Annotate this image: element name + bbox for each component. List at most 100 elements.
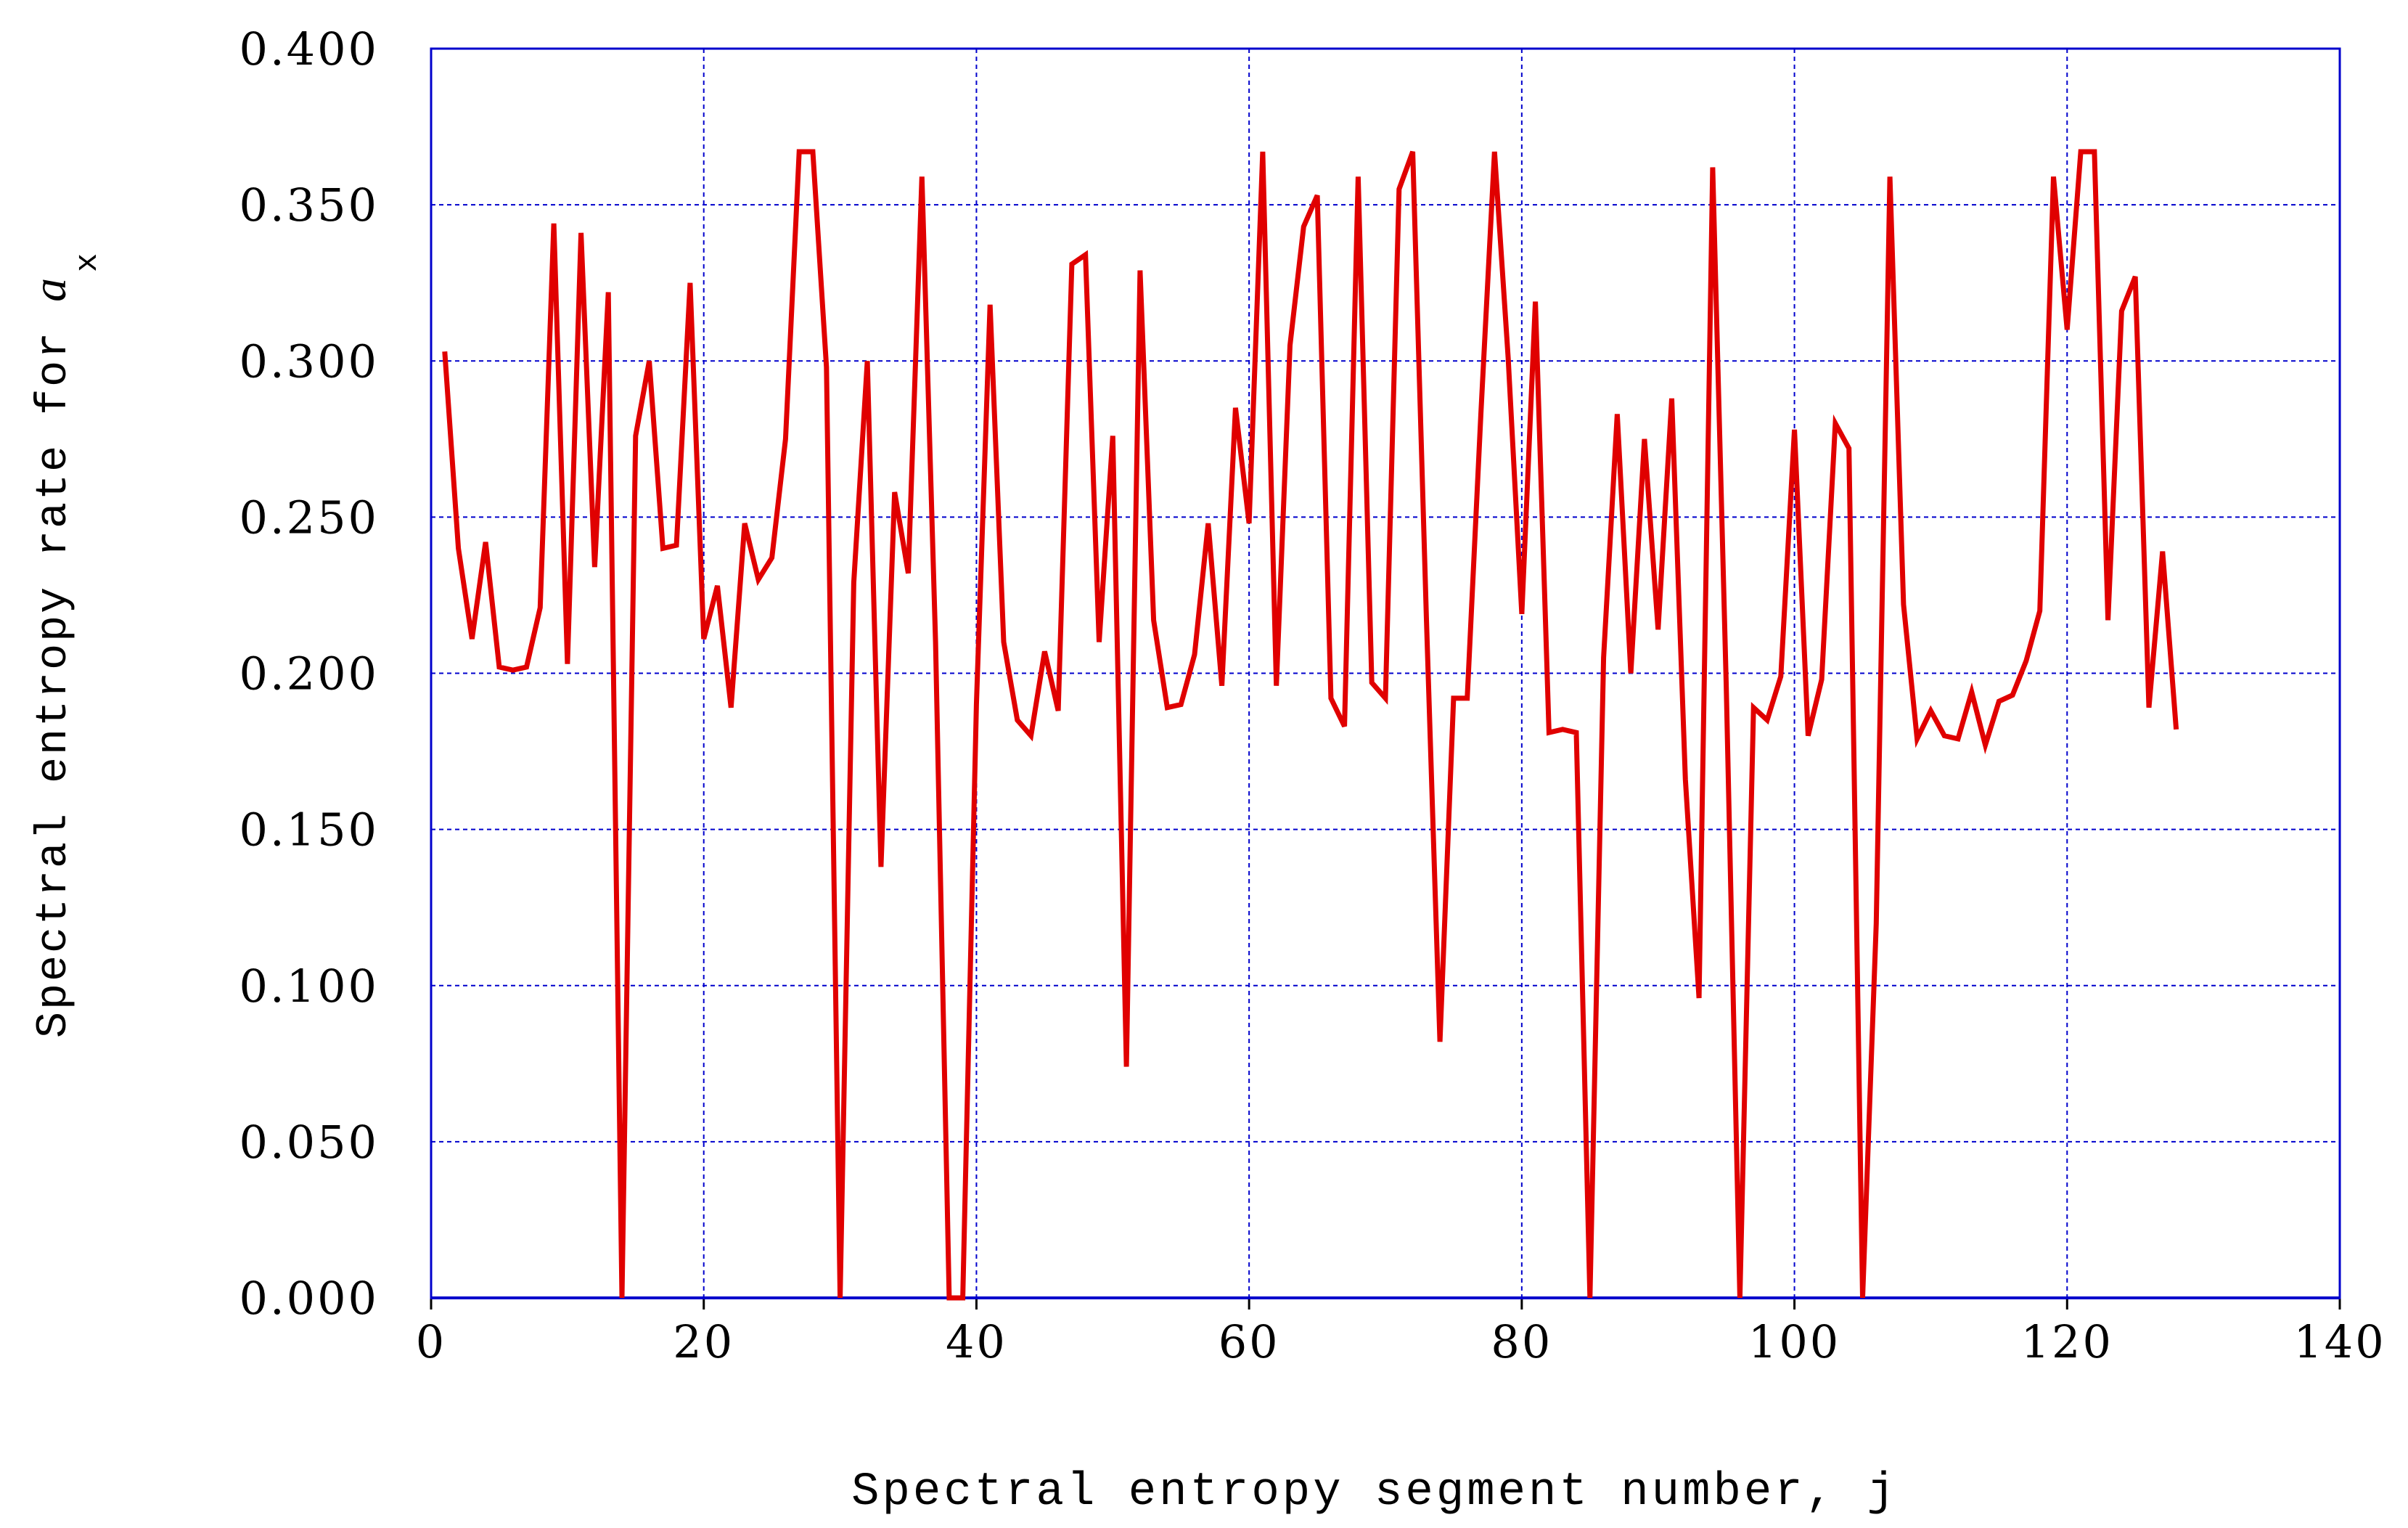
data-point — [1983, 743, 1988, 748]
data-point — [1383, 696, 1388, 700]
data-point — [838, 1296, 843, 1300]
y-axis-label-group: Spectral entropy rate for a x — [23, 253, 106, 1038]
x-tick-label: 0 — [416, 1315, 446, 1368]
data-point — [1179, 703, 1183, 707]
data-point — [1247, 521, 1251, 526]
data-point — [1915, 737, 1920, 741]
data-point — [606, 290, 610, 295]
x-tick-label: 120 — [2021, 1315, 2113, 1368]
data-point — [1056, 708, 1060, 713]
y-tick-label: 0.250 — [239, 491, 380, 544]
data-point — [920, 174, 924, 179]
data-point — [688, 281, 692, 285]
data-point — [1970, 690, 1974, 694]
y-tick-label: 0.000 — [239, 1272, 380, 1325]
data-point — [1424, 615, 1428, 619]
plot-frame — [430, 47, 2341, 1310]
x-tick-label: 100 — [1748, 1315, 1840, 1368]
data-point — [2147, 706, 2151, 710]
data-point — [783, 437, 787, 441]
data-point — [2065, 327, 2069, 332]
data-point — [824, 365, 829, 369]
data-point — [1015, 718, 1020, 722]
data-point — [1861, 1296, 1865, 1300]
data-point — [634, 434, 638, 438]
data-point — [1192, 653, 1197, 657]
data-point — [1397, 187, 1401, 192]
data-point — [1315, 193, 1319, 197]
data-point — [702, 637, 706, 641]
data-point — [592, 565, 597, 569]
x-tick-labels: 0 20 40 60 80 100 120 140 — [416, 1315, 2386, 1368]
x-axis-label: Spectral entropy segment number, j — [851, 1466, 1898, 1519]
data-point — [1042, 649, 1047, 653]
data-point — [906, 571, 911, 576]
data-point — [443, 349, 447, 354]
data-point — [1070, 262, 1074, 266]
data-point — [1438, 1039, 1442, 1044]
x-tick-label: 80 — [1491, 1315, 1552, 1368]
data-point — [2174, 727, 2179, 732]
data-point — [1847, 446, 1851, 451]
data-point — [1301, 224, 1306, 229]
data-point — [1751, 706, 1756, 710]
data-point — [1479, 412, 1483, 416]
data-point — [552, 221, 556, 226]
data-point — [470, 637, 474, 641]
data-point — [1683, 777, 1687, 782]
data-point — [2052, 174, 2056, 179]
data-point — [1029, 734, 1033, 738]
data-point — [1261, 150, 1265, 154]
data-point — [2092, 150, 2097, 154]
x-tick-label: 140 — [2293, 1315, 2386, 1368]
data-point — [933, 640, 938, 645]
data-point — [1779, 674, 1783, 679]
y-axis-label-subscript: x — [70, 253, 106, 272]
data-point — [1833, 421, 1838, 425]
data-point — [1220, 684, 1224, 688]
data-point — [2119, 309, 2124, 313]
data-point — [1465, 696, 1470, 700]
data-point — [947, 1296, 951, 1300]
data-point — [1356, 174, 1360, 179]
y-tick-label: 0.200 — [239, 647, 380, 700]
x-tick-label: 20 — [673, 1315, 734, 1368]
data-point — [1506, 356, 1510, 360]
data-point — [511, 668, 515, 672]
data-point — [1765, 718, 1769, 722]
data-point — [1997, 699, 2001, 703]
data-point — [1411, 150, 1415, 154]
svg-text:Spectral entropy rate for: Spectral entropy rate for a — [23, 278, 79, 1038]
data-point — [1588, 1296, 1592, 1300]
data-point — [1819, 677, 1824, 682]
data-point — [1165, 706, 1169, 710]
data-point — [988, 303, 992, 307]
y-axis-label: Spectral entropy rate for — [30, 302, 79, 1038]
data-point — [1629, 671, 1633, 676]
data-point — [647, 359, 652, 363]
data-point — [1343, 724, 1347, 729]
data-point — [716, 584, 720, 588]
data-point — [456, 546, 461, 550]
data-point — [2161, 549, 2165, 554]
y-axis-label-variable: a — [23, 278, 76, 302]
data-point — [483, 540, 488, 544]
data-point — [1888, 174, 1892, 179]
data-point — [1901, 602, 1906, 607]
data-point — [1942, 734, 1946, 738]
data-point — [1274, 684, 1279, 688]
data-point — [1492, 150, 1496, 154]
x-tick-label: 40 — [946, 1315, 1007, 1368]
data-point — [1874, 921, 1878, 926]
data-point — [974, 703, 978, 707]
data-point — [1697, 996, 1701, 1000]
data-point — [1233, 406, 1237, 410]
data-point — [1793, 428, 1797, 432]
series-line — [442, 149, 2179, 1301]
data-point — [879, 865, 883, 869]
data-point — [1288, 343, 1293, 348]
data-point — [2133, 274, 2137, 279]
y-tick-label: 0.100 — [239, 960, 380, 1013]
data-point — [2038, 609, 2042, 613]
data-point — [1724, 684, 1729, 688]
